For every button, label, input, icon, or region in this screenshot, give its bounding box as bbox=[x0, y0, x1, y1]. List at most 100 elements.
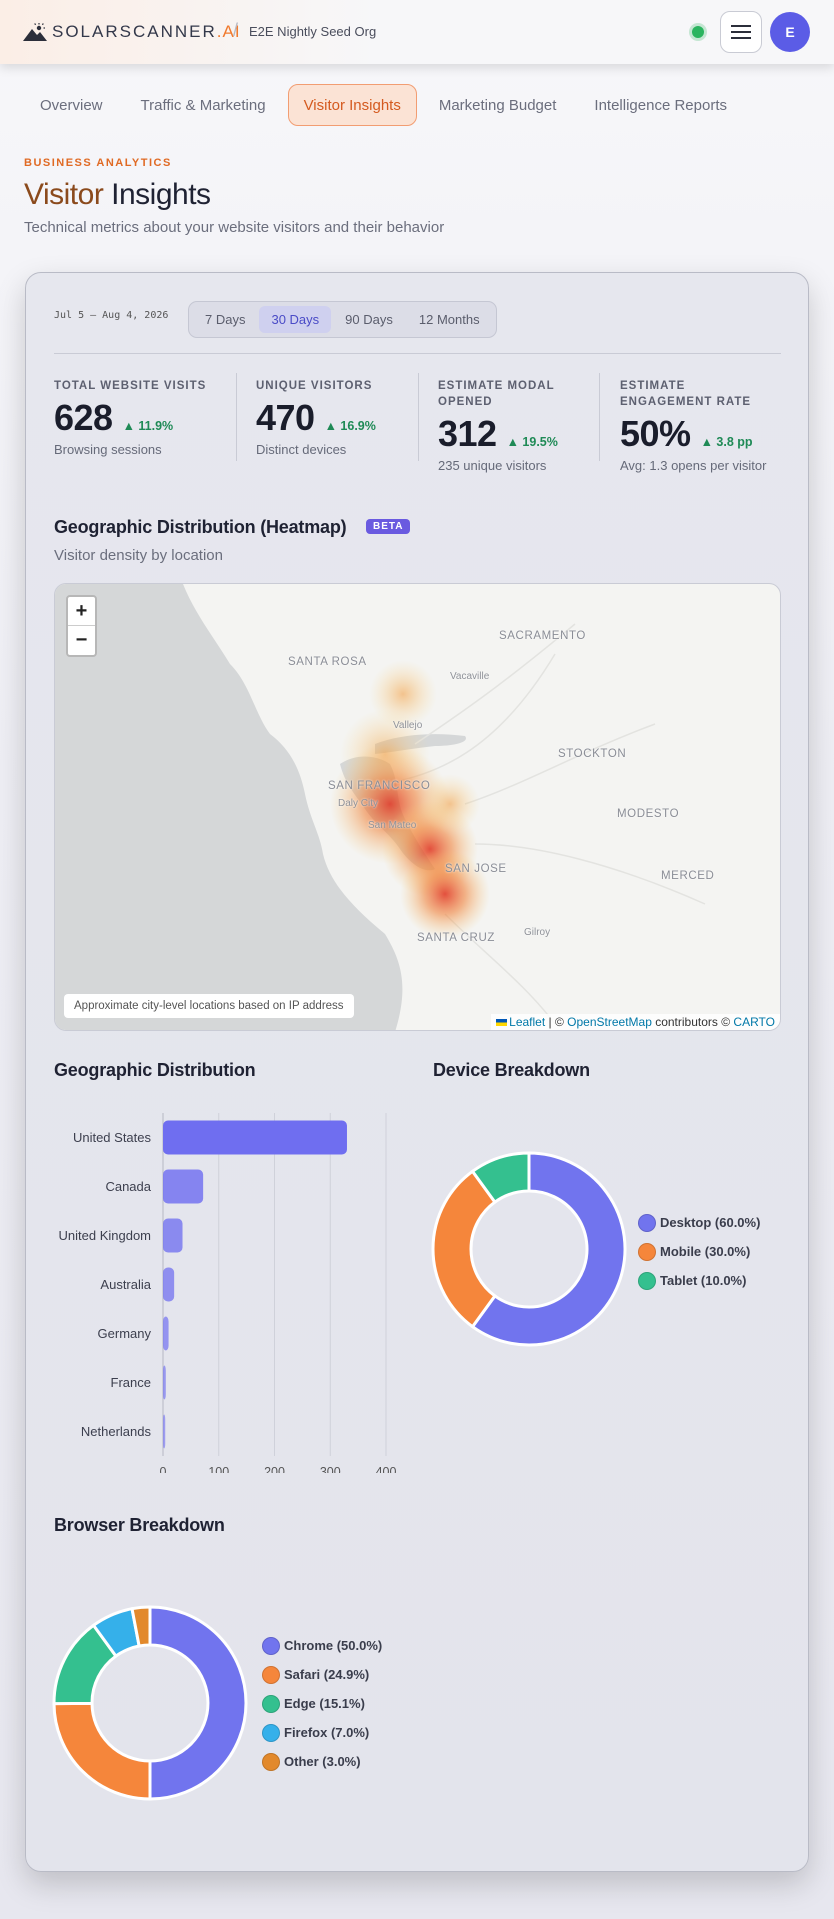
nav-tabs: Overview Traffic & Marketing Visitor Ins… bbox=[24, 84, 743, 126]
category-label: Netherlands bbox=[81, 1424, 152, 1439]
map-canvas bbox=[55, 584, 706, 1030]
map-city-label: SANTA CRUZ bbox=[417, 932, 495, 944]
divider bbox=[54, 353, 781, 354]
map-city-label: San Mateo bbox=[368, 820, 417, 831]
geo-bar-chart: 0 100 200 300 400 United States Canada United K… bbox=[59, 1113, 397, 1473]
device-donut-chart bbox=[431, 1151, 627, 1347]
org-name[interactable]: E2E Nightly Seed Org bbox=[249, 24, 377, 39]
pie-slice[interactable] bbox=[130, 1605, 152, 1648]
device-breakdown-title: Device Breakdown bbox=[433, 1060, 590, 1080]
heatmap-map[interactable]: SACRAMENTO SANTA ROSA Vacaville Vallejo STOC… bbox=[54, 583, 781, 1031]
heatmap-title: Geographic Distribution (Heatmap) bbox=[54, 517, 347, 537]
map-city-label: SANTA ROSA bbox=[288, 656, 367, 668]
map-note: Approximate city-level locations based o… bbox=[64, 994, 354, 1018]
legend-label: Safari (24.9%) bbox=[284, 1667, 370, 1682]
bar[interactable] bbox=[163, 1414, 166, 1449]
top-bar: SOLARSCANNER .AI / E2E Nightly Seed Org E bbox=[0, 0, 834, 64]
section-eyebrow: BUSINESS ANALYTICS bbox=[24, 157, 172, 169]
legend-label: Desktop (60.0%) bbox=[660, 1215, 761, 1230]
pie-slice[interactable] bbox=[52, 1701, 152, 1801]
sun-mountain-icon bbox=[23, 23, 47, 41]
tab-overview[interactable]: Overview bbox=[40, 96, 103, 114]
page-subtitle: Technical metrics about your website vis… bbox=[24, 219, 445, 236]
carto-link[interactable]: CARTO bbox=[733, 1015, 775, 1029]
zoom-in-button[interactable]: + bbox=[68, 597, 95, 626]
legend-item[interactable]: Desktop (60.0%) bbox=[638, 1208, 760, 1237]
bar[interactable] bbox=[163, 1120, 347, 1155]
x-tick-label: 400 bbox=[376, 1465, 397, 1473]
stat-separator bbox=[599, 373, 600, 461]
brand-suffix: .AI bbox=[216, 22, 241, 41]
stat-value: 470 bbox=[256, 397, 315, 438]
legend-swatch bbox=[262, 1694, 280, 1713]
range-12-months[interactable]: 12 Months bbox=[418, 312, 480, 327]
brand-name: SOLARSCANNER bbox=[52, 22, 217, 41]
zoom-out-button[interactable]: − bbox=[75, 629, 88, 651]
bar[interactable] bbox=[163, 1218, 183, 1253]
tab-visitor-insights[interactable]: Visitor Insights bbox=[287, 84, 417, 126]
tab-marketing-budget[interactable]: Marketing Budget bbox=[438, 96, 557, 114]
stat-delta: ▲ 3.8 pp bbox=[700, 435, 753, 449]
x-tick-label: 100 bbox=[208, 1465, 229, 1473]
browser-donut-chart bbox=[52, 1605, 248, 1801]
map-city-label: SAN JOSE bbox=[445, 863, 507, 875]
browser-breakdown-title: Browser Breakdown bbox=[54, 1515, 225, 1535]
map-city-label: Vacaville bbox=[450, 671, 490, 682]
legend-label: Mobile (30.0%) bbox=[660, 1244, 751, 1259]
category-label: United States bbox=[73, 1130, 152, 1145]
bar[interactable] bbox=[163, 1316, 169, 1351]
legend-item[interactable]: Firefox (7.0%) bbox=[262, 1718, 382, 1747]
stat-value: 50% bbox=[620, 413, 691, 454]
map-city-label: SAN FRANCISCO bbox=[328, 780, 431, 792]
page-title: Visitor Insights bbox=[24, 178, 211, 211]
tab-traffic-marketing[interactable]: Traffic & Marketing bbox=[140, 96, 266, 114]
bar[interactable] bbox=[163, 1365, 166, 1400]
legend-item[interactable]: Mobile (30.0%) bbox=[638, 1237, 760, 1266]
leaflet-link[interactable]: Leaflet bbox=[509, 1015, 546, 1029]
tab-intelligence-reports[interactable]: Intelligence Reports bbox=[594, 96, 727, 114]
bar[interactable] bbox=[163, 1169, 204, 1204]
geo-distribution-title: Geographic Distribution bbox=[54, 1060, 256, 1080]
stat-separator bbox=[418, 373, 419, 461]
range-selector: 7 Days 30 Days 90 Days 12 Months bbox=[188, 301, 497, 338]
map-attribution: Leaflet | © OpenStreetMap contributors ©… bbox=[491, 1014, 780, 1030]
menu-button[interactable] bbox=[720, 11, 762, 53]
pie-slice[interactable] bbox=[470, 1151, 627, 1347]
user-avatar[interactable]: E bbox=[770, 12, 810, 52]
range-30-days[interactable]: 30 Days bbox=[259, 306, 332, 333]
map-city-label: Gilroy bbox=[524, 927, 551, 938]
legend-swatch bbox=[262, 1723, 280, 1742]
legend-item[interactable]: Safari (24.9%) bbox=[262, 1660, 382, 1689]
legend-swatch bbox=[638, 1242, 656, 1261]
legend-item[interactable]: Chrome (50.0%) bbox=[262, 1631, 382, 1660]
category-label: Canada bbox=[105, 1179, 151, 1194]
category-label: France bbox=[111, 1375, 151, 1390]
legend-item[interactable]: Edge (15.1%) bbox=[262, 1689, 382, 1718]
bar[interactable] bbox=[163, 1267, 175, 1302]
legend-swatch bbox=[262, 1665, 280, 1684]
legend-label: Chrome (50.0%) bbox=[284, 1638, 383, 1653]
pie-slice[interactable] bbox=[148, 1605, 248, 1801]
range-90-days[interactable]: 90 Days bbox=[345, 312, 393, 327]
beta-badge: BETA bbox=[366, 519, 411, 534]
map-city-label: STOCKTON bbox=[558, 748, 627, 760]
legend-item[interactable]: Other (3.0%) bbox=[262, 1747, 382, 1776]
osm-link[interactable]: OpenStreetMap bbox=[567, 1015, 652, 1029]
map-city-label: SACRAMENTO bbox=[499, 630, 586, 642]
map-city-label: Daly City bbox=[338, 798, 379, 809]
range-7-days[interactable]: 7 Days bbox=[205, 312, 246, 327]
stat-modal-opened: ESTIMATE MODAL OPENED 312 ▲ 19.5% 235 uni… bbox=[438, 380, 558, 473]
stat-unique-visitors: UNIQUE VISITORS 470 ▲ 16.9% Distinct devi… bbox=[256, 380, 376, 457]
flag-icon bbox=[496, 1019, 508, 1026]
legend-label: Tablet (10.0%) bbox=[660, 1273, 747, 1288]
pie-slice[interactable] bbox=[431, 1169, 498, 1329]
pie-slice[interactable] bbox=[470, 1151, 531, 1205]
brand-logo[interactable]: SOLARSCANNER .AI bbox=[23, 22, 241, 42]
status-indicator bbox=[692, 26, 704, 38]
stat-separator bbox=[236, 373, 237, 461]
device-legend: Desktop (60.0%) Mobile (30.0%) Tablet (10.… bbox=[638, 1208, 760, 1295]
zoom-controls: + − bbox=[66, 595, 97, 657]
stat-total-visits: TOTAL WEBSITE VISITS 628 ▲ 11.9% Browsing… bbox=[54, 380, 207, 457]
legend-item[interactable]: Tablet (10.0%) bbox=[638, 1266, 760, 1295]
date-range-label: Jul 5 – Aug 4, 2026 bbox=[54, 310, 169, 321]
